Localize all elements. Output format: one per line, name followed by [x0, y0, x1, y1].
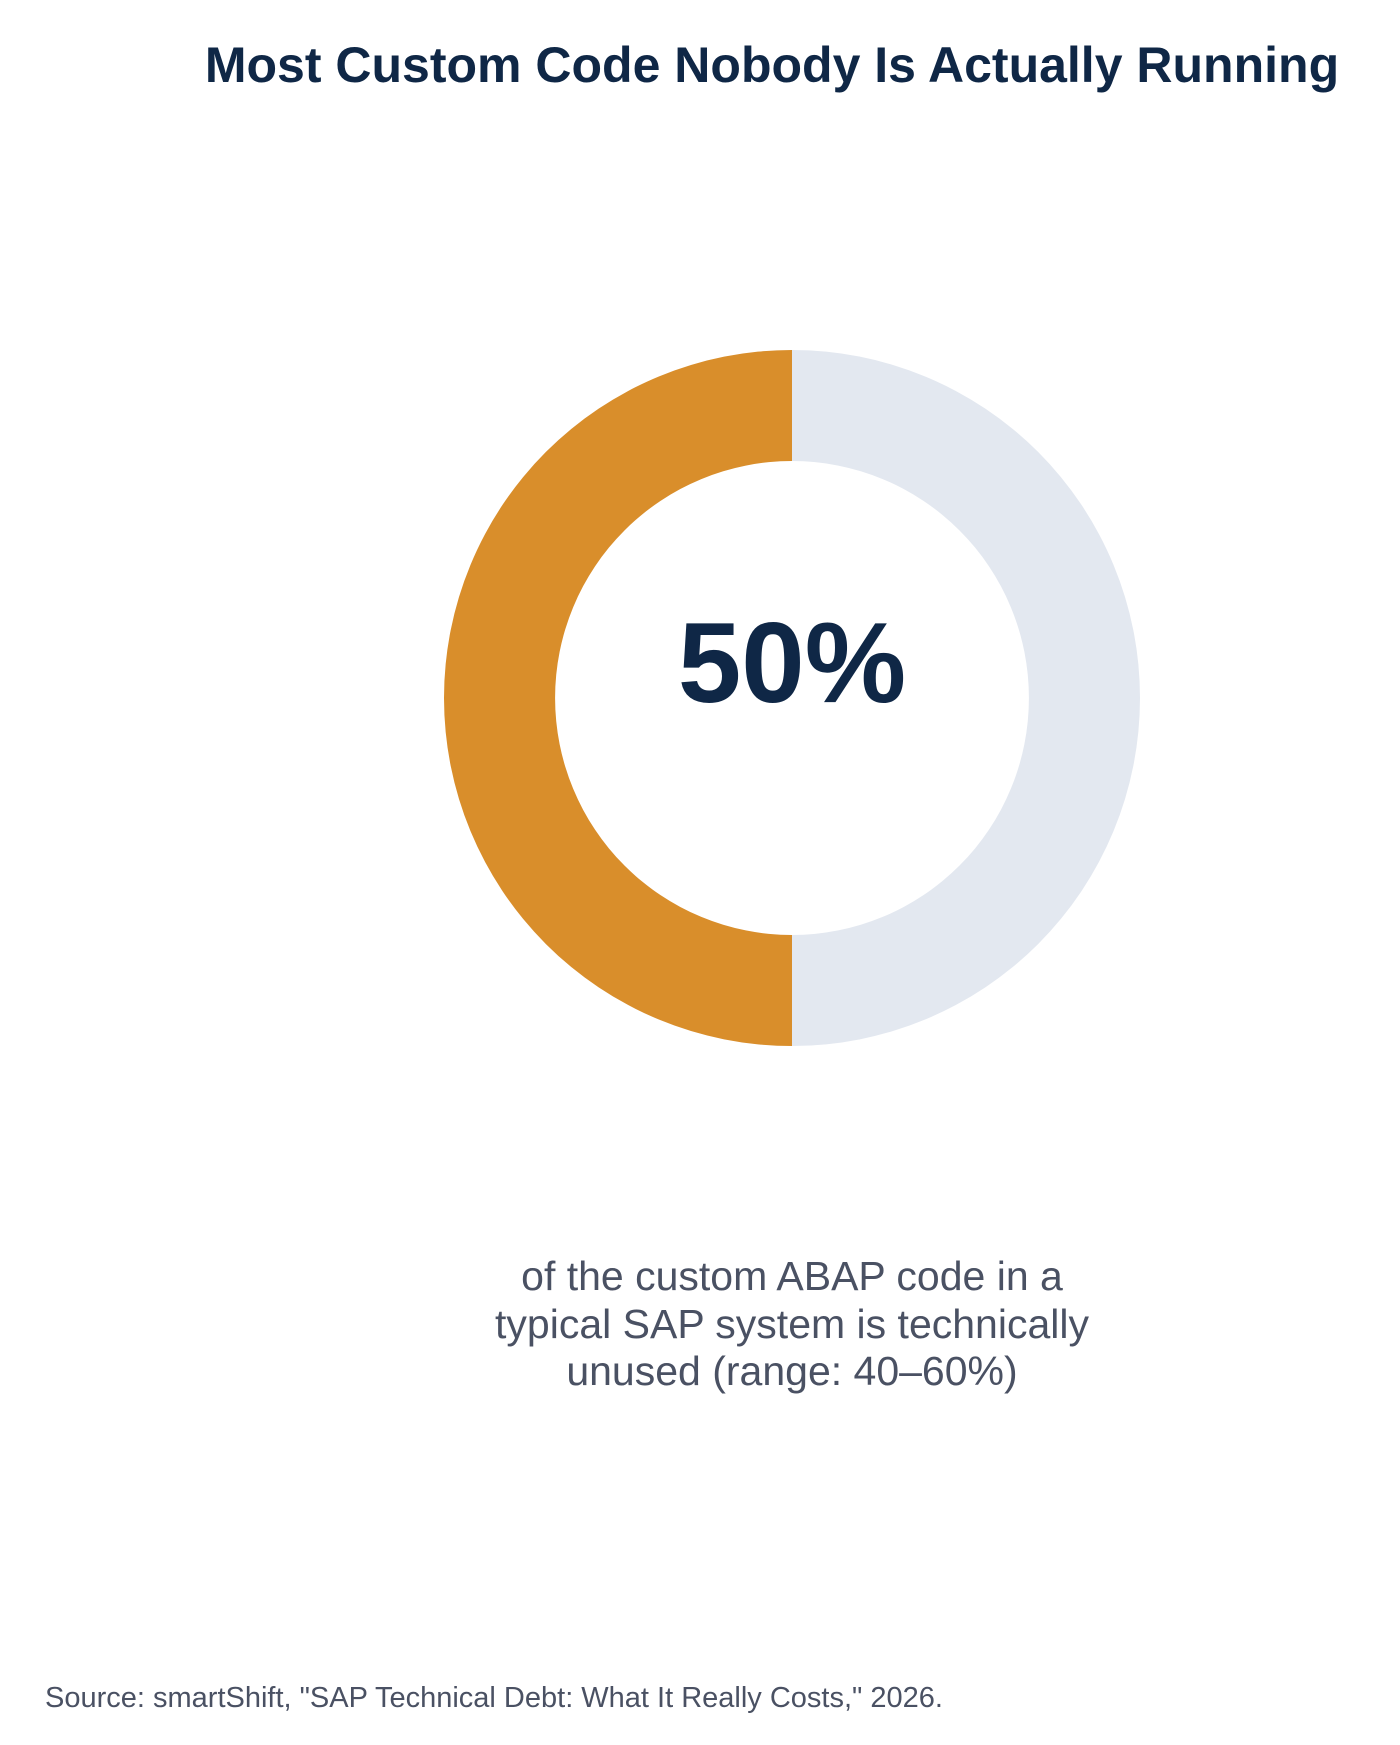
donut-segment — [444, 350, 792, 1046]
center-value-label: 50% — [678, 600, 906, 727]
chart-title: Most Custom Code Nobody Is Actually Runn… — [205, 37, 1339, 93]
source-note: Source: smartShift, "SAP Technical Debt:… — [45, 1682, 943, 1714]
donut — [444, 350, 1140, 1046]
donut-segment — [792, 350, 1140, 1046]
caption: of the custom ABAP code in a typical SAP… — [495, 1253, 1089, 1394]
